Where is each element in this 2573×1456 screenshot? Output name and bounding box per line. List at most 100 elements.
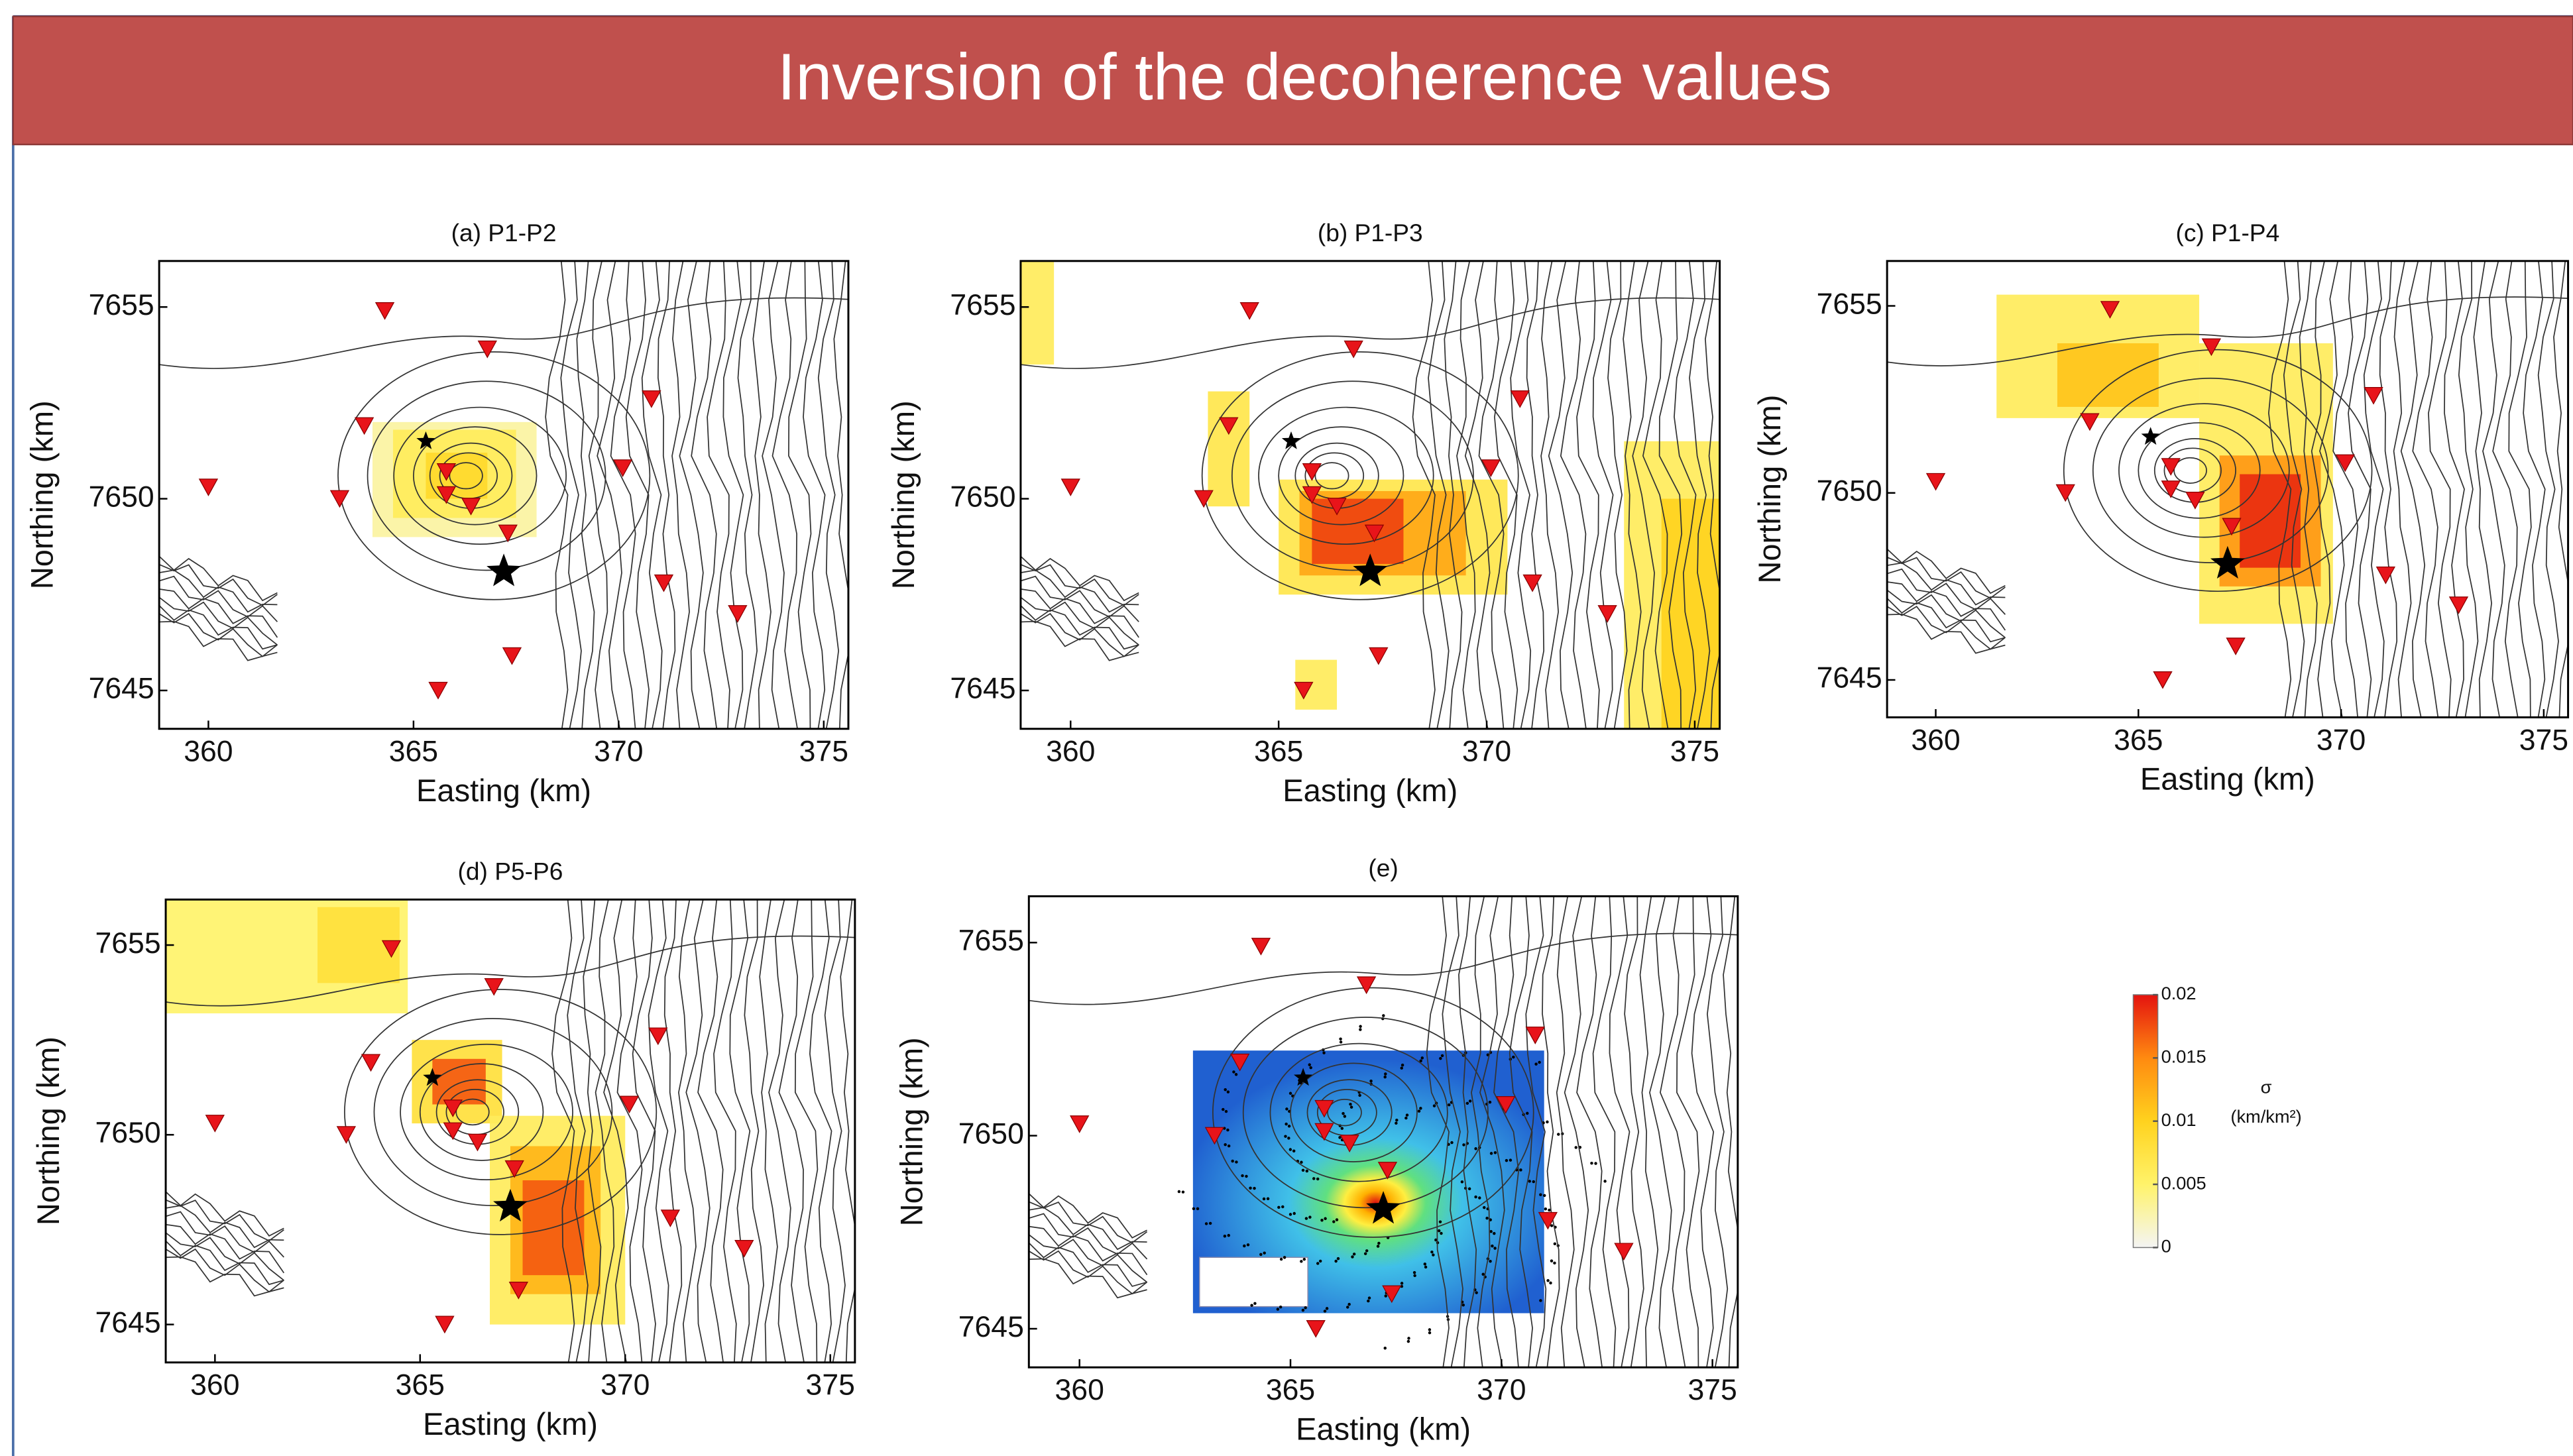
inset-dot bbox=[1401, 1064, 1404, 1066]
inset-dot bbox=[1303, 1258, 1306, 1260]
inset-dot bbox=[1546, 1121, 1548, 1123]
inset-dot bbox=[1489, 1260, 1491, 1262]
inset-dot bbox=[1365, 1249, 1368, 1252]
colorbar-tick-label: 0.02 bbox=[2161, 983, 2197, 1003]
plot-area bbox=[1887, 261, 2572, 718]
inset-dot bbox=[1277, 1206, 1280, 1209]
inset-dot bbox=[1250, 1304, 1253, 1306]
inset-dot bbox=[1226, 1129, 1229, 1131]
inset-dot bbox=[1485, 1217, 1488, 1219]
plot-area bbox=[1029, 896, 1741, 1367]
inset-dot bbox=[1538, 1061, 1540, 1064]
inset-dot bbox=[1553, 1262, 1556, 1264]
inset-dot bbox=[1224, 1088, 1226, 1091]
inset-dot bbox=[1368, 1296, 1371, 1299]
inset-dot bbox=[1419, 1107, 1422, 1109]
inset-dot bbox=[1293, 1212, 1296, 1215]
inset-dot bbox=[1483, 1206, 1485, 1209]
inset-dot bbox=[1253, 1187, 1255, 1190]
inset-logo bbox=[1200, 1257, 1308, 1306]
inset-dot bbox=[1247, 1243, 1249, 1246]
inset-dot bbox=[1205, 1222, 1208, 1225]
map-panel: 360365370375764576507655(c) P1-P4Easting… bbox=[1752, 219, 2572, 796]
x-tick-label: 375 bbox=[799, 736, 848, 768]
inset-dot bbox=[1432, 1253, 1434, 1256]
colorbar-tick-label: 0.005 bbox=[2161, 1172, 2206, 1193]
panel-title: (d) P5-P6 bbox=[458, 858, 563, 885]
inset-dot bbox=[1509, 1158, 1512, 1161]
inset-dot bbox=[1493, 1232, 1495, 1235]
inset-dot bbox=[1300, 1260, 1302, 1262]
inset-dot bbox=[1385, 1294, 1387, 1297]
inset-dot bbox=[1532, 1180, 1535, 1183]
inset-dot bbox=[1590, 1162, 1593, 1164]
panel-title: (b) P1-P3 bbox=[1318, 219, 1423, 247]
inset-dot bbox=[1346, 1306, 1349, 1308]
inset-dot bbox=[1351, 1255, 1353, 1258]
inset-dot bbox=[1367, 1300, 1369, 1302]
inset-dot bbox=[1505, 1159, 1508, 1162]
inset-dot bbox=[1404, 1117, 1407, 1119]
inset-dot bbox=[1364, 1252, 1367, 1255]
inset-dot bbox=[1289, 1148, 1292, 1150]
inset-dot bbox=[1336, 1218, 1338, 1221]
inset-dot bbox=[1603, 1180, 1606, 1182]
inset-dot bbox=[1332, 1220, 1335, 1223]
inset-dot bbox=[1439, 1057, 1442, 1060]
inset-dot bbox=[1401, 1066, 1403, 1069]
inset-dot bbox=[1519, 1168, 1522, 1171]
inset-dot bbox=[1377, 1242, 1380, 1245]
inset-dot bbox=[1316, 1262, 1319, 1264]
inset-dot bbox=[1493, 1247, 1496, 1249]
inset-dot bbox=[1253, 1302, 1256, 1305]
inset-dot bbox=[1594, 1162, 1597, 1164]
inset-dot bbox=[1358, 1094, 1361, 1097]
inset-dot bbox=[1489, 1230, 1492, 1233]
inset-dot bbox=[1259, 1253, 1262, 1256]
y-tick-label: 7655 bbox=[950, 289, 1015, 321]
inset-dot bbox=[1289, 1092, 1292, 1095]
heat-cell bbox=[1021, 261, 1054, 364]
inset-dot bbox=[1243, 1245, 1245, 1247]
inset-dot bbox=[1474, 1147, 1477, 1150]
heat-cell bbox=[1312, 499, 1403, 564]
x-axis-label: Easting (km) bbox=[1283, 773, 1458, 808]
inset-dot bbox=[1304, 1306, 1306, 1309]
y-axis-label: Northing (km) bbox=[893, 1037, 929, 1226]
inset-dot bbox=[1225, 1110, 1228, 1113]
y-axis-label: Northing (km) bbox=[886, 400, 921, 589]
x-tick-label: 360 bbox=[1055, 1374, 1104, 1406]
header-title: Inversion of the decoherence values bbox=[777, 40, 1832, 113]
heat-cell bbox=[2240, 475, 2301, 568]
inset-dot bbox=[1316, 1178, 1319, 1180]
inset-dot bbox=[1280, 1258, 1283, 1260]
inset-dot bbox=[1359, 1028, 1361, 1031]
colorbar-label: σ bbox=[2261, 1076, 2272, 1097]
y-tick-label: 7645 bbox=[89, 673, 154, 705]
inset-dot bbox=[1245, 1175, 1247, 1178]
inset-dot bbox=[1340, 1040, 1342, 1043]
page: {"header": {"title": "Inversion of the d… bbox=[0, 0, 2573, 1456]
inset-dot bbox=[1543, 1194, 1546, 1197]
inset-dot bbox=[1534, 1062, 1537, 1065]
inset-dot bbox=[1292, 1150, 1295, 1152]
inset-dot bbox=[1277, 1308, 1279, 1310]
colorbar-tick-label: 0 bbox=[2161, 1236, 2171, 1257]
inset-dot bbox=[1224, 1143, 1226, 1146]
y-tick-label: 7655 bbox=[1817, 288, 1882, 320]
inset-dot bbox=[1438, 1229, 1440, 1232]
inset-dot bbox=[1491, 1245, 1493, 1247]
inset-dot bbox=[1339, 1037, 1342, 1040]
inset-dot bbox=[1474, 1196, 1477, 1198]
inset-dot bbox=[1209, 1222, 1212, 1225]
inset-dot bbox=[1320, 1219, 1323, 1221]
colorbar-tick-label: 0.015 bbox=[2161, 1046, 2206, 1067]
inset-dot bbox=[1475, 1291, 1477, 1294]
inset-dot bbox=[1232, 1070, 1235, 1073]
inset-dot bbox=[1407, 1337, 1410, 1339]
x-tick-label: 360 bbox=[184, 736, 233, 768]
y-tick-label: 7655 bbox=[95, 927, 161, 960]
inset-dot bbox=[1288, 1125, 1290, 1127]
y-tick-label: 7645 bbox=[958, 1311, 1024, 1343]
